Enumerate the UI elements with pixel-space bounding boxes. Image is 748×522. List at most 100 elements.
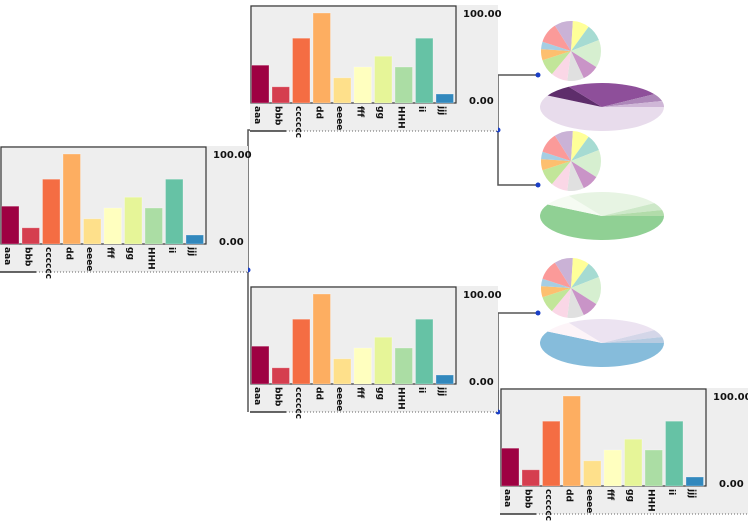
bar-gg — [374, 336, 393, 385]
connector-line-3 — [497, 130, 538, 186]
pie-chart-leaf-3 — [541, 258, 601, 318]
pie-slice-7 — [542, 135, 571, 161]
pie-slice-0 — [571, 161, 601, 178]
category-label-jjj: jjj — [437, 386, 447, 396]
pie-slice-2 — [568, 83, 655, 107]
category-label-ii: ii — [166, 247, 176, 253]
pie-slice-4 — [602, 101, 664, 107]
pie-slice-3 — [551, 51, 571, 81]
category-label-bbb: bbb — [273, 387, 283, 407]
bar-ii — [415, 318, 434, 385]
category-label-gg: gg — [125, 247, 135, 260]
category-label-dd: dd — [64, 247, 74, 260]
category-label-jjj: jjj — [437, 105, 447, 115]
pie-slice-1 — [547, 322, 602, 343]
panel-background — [250, 5, 498, 131]
panel-background — [250, 286, 498, 412]
category-label-jjj: jjj — [687, 488, 697, 498]
y-tick-max: 100.00 — [213, 150, 252, 161]
bar-gg — [624, 438, 643, 487]
category-label-aaa: aaa — [2, 247, 12, 265]
bar-fff — [603, 449, 622, 487]
bar-chart-panel-bottom-node: aaa bbb cccccc dd eeee fff gg HHH ii jjj 100.00 0.0… — [250, 286, 502, 419]
bar-eeee — [83, 218, 102, 245]
y-tick-min: 0.00 — [469, 96, 494, 107]
y-tick-max: 100.00 — [463, 290, 502, 301]
y-tick-min: 0.00 — [719, 479, 744, 490]
pie-slice-5 — [541, 286, 571, 298]
bar-chart-panel-root: aaa bbb cccccc dd eeee fff gg HHH ii jjj 100.00 0.0… — [0, 146, 252, 279]
category-label-jjj: jjj — [187, 246, 197, 256]
pie-chart-leaf-2 — [541, 131, 601, 192]
category-label-ii: ii — [666, 489, 676, 495]
category-label-dd: dd — [314, 387, 324, 400]
pie-slice-0 — [539, 331, 664, 368]
category-label-bbb: bbb — [523, 489, 533, 509]
pie-ellipse-leaf-1 — [539, 83, 664, 132]
pie-slice-9 — [571, 258, 589, 288]
bar-aaa — [251, 64, 270, 104]
pie-slice-1 — [547, 195, 602, 216]
pie-slice-0 — [539, 204, 664, 241]
category-label-dd: dd — [314, 106, 324, 119]
pie-slice-3 — [602, 330, 663, 343]
category-label-aaa: aaa — [502, 489, 512, 507]
category-label-HHH: HHH — [146, 247, 156, 270]
pie-chart-leaf-1 — [541, 21, 601, 81]
y-tick-min: 0.00 — [219, 237, 244, 248]
category-label-cccccc: cccccc — [293, 106, 303, 138]
pie-slice-2 — [568, 192, 655, 216]
pie-slice-8 — [554, 21, 573, 51]
bar-cccccc — [542, 420, 561, 487]
connector-node-dot-5 — [535, 310, 541, 316]
pie-slice-1 — [547, 86, 602, 107]
bar-gg — [374, 55, 393, 104]
pie-slice-11 — [571, 149, 601, 161]
bar-ii — [665, 420, 684, 487]
pie-slice-10 — [571, 26, 599, 51]
pie-slice-9 — [571, 131, 589, 161]
pie-slice-10 — [571, 263, 599, 288]
category-label-eeee: eeee — [334, 106, 344, 130]
bar-aaa — [1, 205, 20, 245]
category-label-fff: fff — [355, 106, 365, 117]
connector-node-dot-3 — [535, 182, 541, 188]
bar-eeee — [333, 77, 352, 104]
pie-slice-4 — [542, 161, 571, 185]
category-label-cccccc: cccccc — [43, 247, 53, 279]
pie-slice-7 — [542, 25, 571, 51]
pie-slice-2 — [567, 161, 584, 192]
pie-slice-1 — [571, 51, 597, 79]
panel-background — [0, 146, 248, 272]
plot-frame — [500, 388, 707, 487]
category-label-HHH: HHH — [396, 387, 406, 410]
category-label-aaa: aaa — [252, 106, 262, 124]
bar-ii — [165, 178, 184, 245]
bar-eeee — [583, 460, 602, 487]
category-label-fff: fff — [105, 247, 115, 258]
category-label-fff: fff — [355, 387, 365, 398]
pie-slice-3 — [602, 203, 663, 216]
category-label-fff: fff — [605, 489, 615, 500]
pie-slice-7 — [542, 262, 571, 288]
panel-background — [500, 388, 748, 514]
bar-aaa — [501, 447, 520, 487]
pie-slice-2 — [567, 288, 584, 318]
bar-jjj — [435, 93, 454, 104]
category-label-gg: gg — [625, 489, 635, 502]
pie-slice-2 — [567, 51, 584, 81]
category-label-HHH: HHH — [646, 489, 656, 512]
bar-jjj — [685, 476, 704, 487]
plot-frame — [0, 146, 207, 245]
bar-gg — [124, 196, 143, 245]
pie-slice-1 — [571, 288, 597, 316]
y-tick-max: 100.00 — [463, 9, 502, 20]
pie-slice-5 — [541, 159, 571, 171]
pie-slice-10 — [571, 136, 599, 161]
pie-slice-8 — [554, 131, 573, 161]
category-label-ii: ii — [416, 387, 426, 393]
pie-slice-3 — [551, 161, 571, 191]
category-label-eeee: eeee — [584, 489, 594, 513]
category-label-HHH: HHH — [396, 106, 406, 129]
